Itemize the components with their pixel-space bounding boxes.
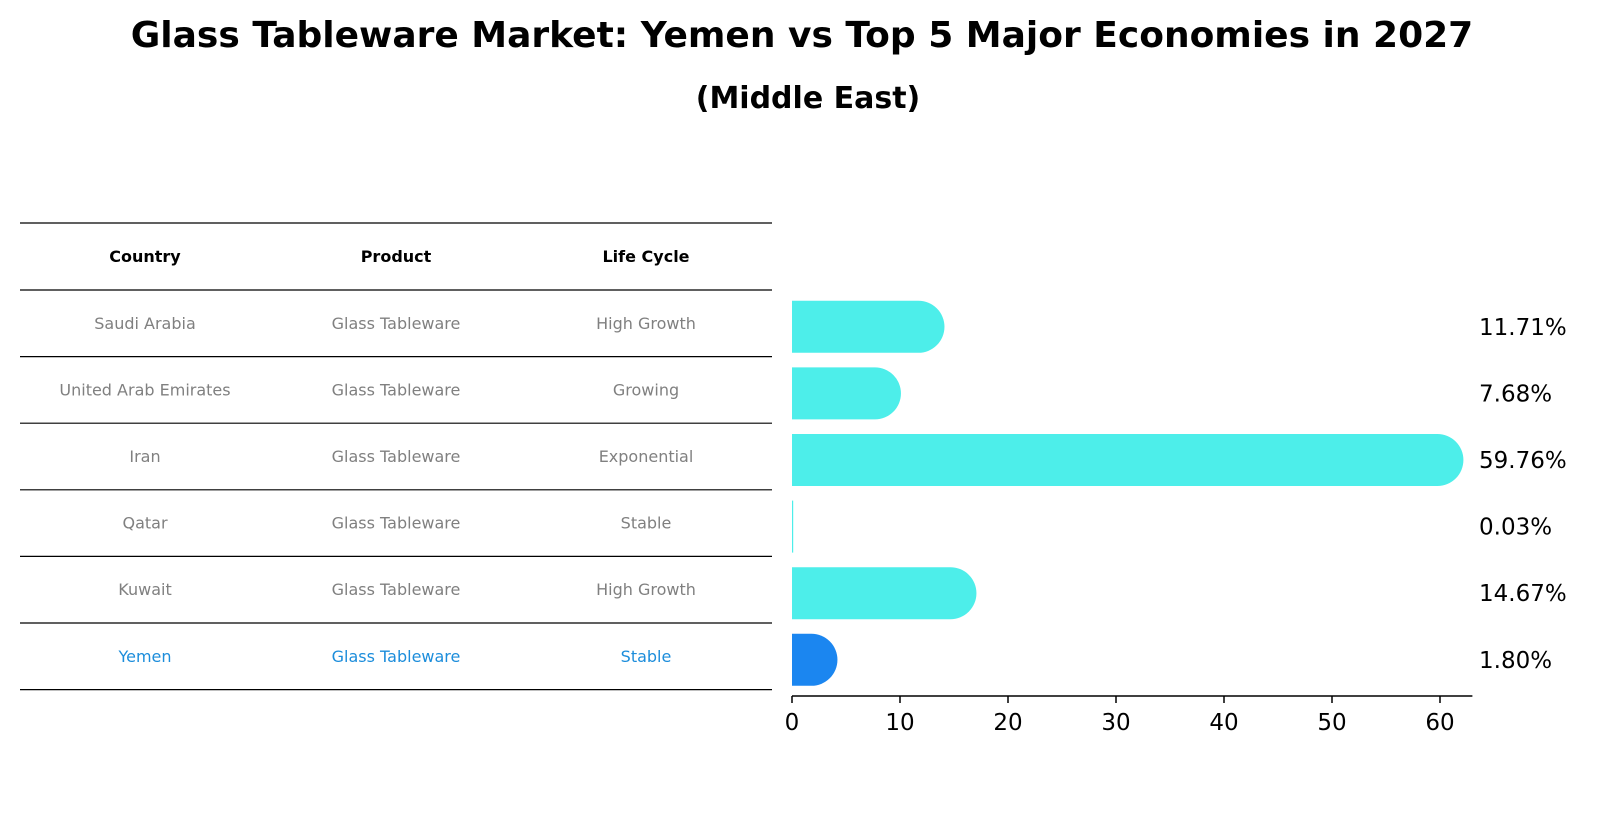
bar-yemen (792, 633, 838, 686)
country-cell: United Arab Emirates (59, 380, 230, 399)
country-cell: Yemen (117, 647, 171, 666)
bar-qatar (792, 500, 794, 553)
country-cell: Kuwait (118, 580, 171, 599)
country-cell: Saudi Arabia (94, 314, 196, 333)
life-cycle-cell: High Growth (596, 580, 696, 599)
life-cycle-cell: High Growth (596, 314, 696, 333)
product-cell: Glass Tableware (332, 580, 461, 599)
product-cell: Glass Tableware (332, 447, 461, 466)
value-label: 14.67% (1479, 581, 1567, 607)
x-tick-label: 60 (1425, 710, 1454, 736)
x-tick-label: 0 (785, 710, 800, 736)
bar-iran (792, 434, 1464, 486)
chart-subtitle: (Middle East) (695, 81, 921, 116)
x-tick-label: 10 (885, 710, 914, 736)
bar-saudi-arabia (792, 300, 945, 353)
life-cycle-cell: Stable (621, 514, 672, 533)
life-cycle-cell: Growing (613, 380, 679, 399)
table-header-life-cycle: Life Cycle (602, 247, 689, 266)
life-cycle-cell: Stable (621, 647, 672, 666)
chart-title: Glass Tableware Market: Yemen vs Top 5 M… (130, 15, 1474, 56)
product-cell: Glass Tableware (332, 514, 461, 533)
value-label: 0.03% (1479, 515, 1552, 541)
bar-united-arab-emirates (792, 367, 901, 420)
country-cell: Iran (129, 447, 160, 466)
table-header-product: Product (361, 247, 432, 266)
value-label: 59.76% (1479, 448, 1567, 474)
x-tick-label: 20 (993, 710, 1022, 736)
product-cell: Glass Tableware (332, 314, 461, 333)
country-cell: Qatar (122, 514, 167, 533)
value-label: 1.80% (1479, 648, 1552, 674)
x-tick-label: 40 (1209, 710, 1238, 736)
x-tick-label: 50 (1317, 710, 1346, 736)
bar-kuwait (792, 567, 977, 620)
value-label: 11.71% (1479, 315, 1567, 341)
product-cell: Glass Tableware (332, 380, 461, 399)
life-cycle-cell: Exponential (599, 447, 694, 466)
x-tick-label: 30 (1101, 710, 1130, 736)
table-header-country: Country (109, 247, 181, 266)
value-label: 7.68% (1479, 381, 1552, 407)
product-cell: Glass Tableware (332, 647, 461, 666)
